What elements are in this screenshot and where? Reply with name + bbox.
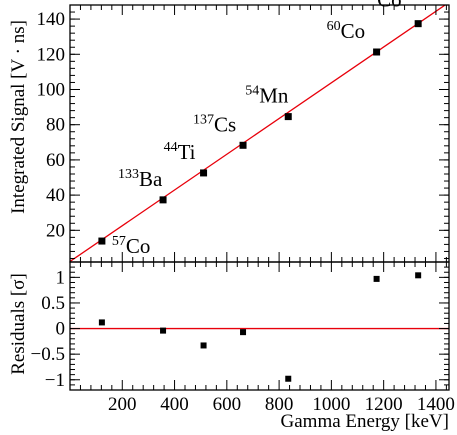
isotope-label: 60Co	[327, 19, 366, 43]
isotope-element: Cs	[214, 112, 236, 136]
isotope-label: 137Cs	[193, 112, 236, 136]
y-top-tick-label: 60	[46, 150, 65, 171]
isotope-label: 44Ti	[164, 140, 196, 164]
isotope-label: 133Ba	[118, 167, 163, 191]
isotope-mass-number: 44	[164, 140, 178, 155]
y-axis-title-residuals: Residuals [σ]	[8, 273, 29, 375]
residual-point	[240, 329, 247, 336]
residual-point	[98, 319, 105, 326]
data-point	[239, 141, 247, 149]
data-point	[200, 169, 208, 177]
bottom-plot-frame	[69, 261, 450, 391]
y-axis-title-signal: Integrated Signal [V · ns]	[8, 20, 29, 214]
isotope-mass-number: 54	[245, 84, 259, 99]
isotope-mass-number: 60	[327, 19, 341, 34]
y-top-tick-label: 20	[46, 220, 65, 241]
isotope-label: 54Mn	[245, 84, 289, 108]
x-tick-label: 1200	[365, 394, 403, 415]
top-plot-frame	[69, 4, 450, 263]
y-bottom-tick-label: 0.5	[41, 293, 65, 314]
y-bottom-tick-label: −1	[45, 370, 65, 391]
data-point	[98, 237, 106, 245]
x-tick-label: 200	[108, 394, 137, 415]
residual-point	[415, 272, 422, 279]
data-point	[284, 113, 292, 121]
x-tick-label: 800	[265, 394, 294, 415]
x-tick-label: 600	[213, 394, 242, 415]
data-point	[159, 196, 167, 204]
isotope-mass-number: 137	[193, 112, 214, 127]
isotope-element: Co	[377, 0, 402, 12]
residual-point	[200, 342, 207, 349]
x-tick-label: 1000	[312, 394, 350, 415]
y-bottom-tick-label: 1	[56, 267, 66, 288]
isotope-element: Co	[341, 19, 366, 43]
fit-line	[70, 5, 447, 262]
isotope-label: 57Co	[112, 234, 151, 258]
isotope-element: Mn	[259, 84, 289, 108]
isotope-mass-number: 60	[363, 0, 377, 3]
y-top-tick-label: 140	[37, 9, 66, 30]
isotope-mass-number: 57	[112, 234, 126, 249]
y-top-tick-label: 100	[37, 79, 66, 100]
y-bottom-tick-label: 0	[56, 319, 66, 340]
residual-point	[373, 275, 380, 282]
residual-point	[285, 375, 292, 382]
y-top-tick-label: 40	[46, 185, 65, 206]
y-top-tick-label: 120	[37, 44, 66, 65]
x-axis-title: Gamma Energy [keV]	[281, 411, 449, 432]
y-top-tick-label: 80	[46, 115, 65, 136]
isotope-element: Ti	[178, 140, 196, 164]
isotope-mass-number: 133	[118, 167, 139, 182]
data-point	[414, 20, 422, 28]
isotope-label: 60Co	[363, 0, 402, 12]
isotope-element: Ba	[139, 167, 163, 191]
data-point	[373, 48, 381, 56]
residual-point	[160, 327, 167, 334]
x-tick-label: 1400	[417, 394, 455, 415]
isotope-element: Co	[126, 234, 151, 258]
x-tick-label: 400	[160, 394, 189, 415]
y-bottom-tick-label: −0.5	[31, 344, 65, 365]
signal-vs-energy-panel: 2040608010012014057Co133Ba44Ti137Cs54Mn6…	[37, 0, 450, 263]
